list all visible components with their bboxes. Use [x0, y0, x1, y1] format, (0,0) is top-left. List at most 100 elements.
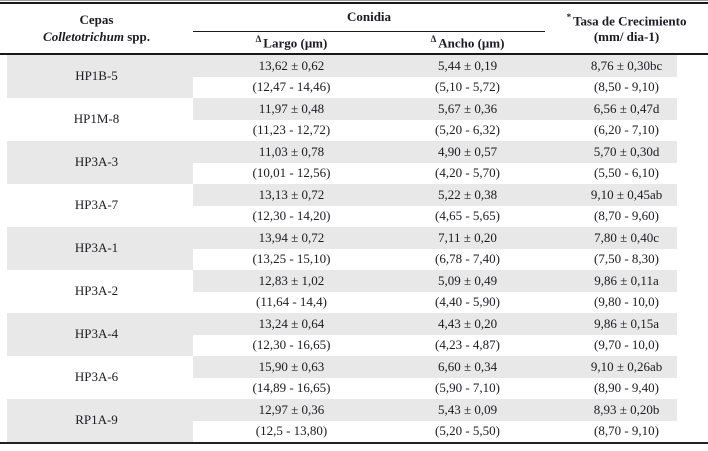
ancho-mean-cell: 5,09 ± 0,49 [390, 270, 546, 292]
cepas-label: Cepas [79, 12, 114, 28]
tasa-range-cell: (9,80 - 10,0) [594, 294, 660, 310]
strains-column-header: Cepas Colletotrichum spp. [0, 3, 193, 55]
tasa-range-cell: (6,20 - 7,10) [594, 122, 660, 138]
largo-range-cell: (12,30 - 16,65) [252, 337, 331, 353]
ancho-range-cell: (5,20 - 5,50) [435, 423, 500, 439]
largo-range-cell: (11,23 - 12,72) [252, 122, 331, 138]
table-row-mean: HP3A-4 13,24 ± 0,64 4,43 ± 0,20 9,86 ± 0… [0, 313, 708, 356]
top-hairline [0, 0, 708, 1]
largo-range-cell: (12,5 - 13,80) [255, 423, 328, 439]
ancho-mean-cell: 4,43 ± 0,20 [390, 313, 546, 335]
table-row-range: (12,30 - 14,20) (4,65 - 5,65) (8,70 - 9,… [0, 206, 708, 228]
tasa-mean-cell: 8,93 ± 0,20b [545, 399, 708, 421]
tasa-range-cell: (8,50 - 9,10) [594, 79, 660, 95]
largo-range-cell: (10,01 - 12,56) [252, 165, 331, 181]
largo-mean-cell: 12,83 ± 1,02 [193, 270, 390, 292]
strain-cell: RP1A-9 [0, 399, 193, 443]
delta-superscript: Δ [255, 33, 262, 44]
growth-rate-header: * Tasa de Crecimiento (mm/ dia-1) [545, 3, 708, 55]
table-row-range: (12,30 - 16,65) (4,23 - 4,87) (9,70 - 10… [0, 335, 708, 357]
ancho-mean-cell: 5,44 ± 0,19 [390, 54, 546, 77]
largo-mean-cell: 13,94 ± 0,72 [193, 227, 390, 249]
tasa-mean-cell: 5,70 ± 0,30d [545, 141, 708, 163]
length-label: Largo (μm) [263, 35, 328, 51]
table-row-range: (10,01 - 12,56) (4,20 - 5,70) (5,50 - 6,… [0, 163, 708, 185]
tasa-range-cell: (7,50 - 8,30) [594, 251, 660, 267]
tasa-mean-cell: 9,10 ± 0,26ab [545, 356, 708, 378]
conidia-group-header: Conidia [193, 3, 546, 32]
header-row-2: Δ Largo (μm) Δ Ancho (μm) [0, 31, 708, 55]
ancho-range-cell: (4,65 - 5,65) [435, 208, 500, 224]
tasa-range-cell: (5,50 - 6,10) [594, 165, 660, 181]
largo-range-cell: (13,25 - 15,10) [252, 251, 331, 267]
ancho-mean-cell: 4,90 ± 0,57 [390, 141, 546, 163]
strain-cell: HP3A-2 [74, 283, 119, 299]
largo-range-cell: (12,47 - 14,46) [252, 79, 331, 95]
strain-cell: HP3A-4 [0, 313, 193, 356]
asterisk-superscript: * [566, 11, 572, 22]
ancho-range-cell: (4,23 - 4,87) [435, 337, 500, 353]
width-label: Ancho (μm) [438, 35, 505, 51]
ancho-range-cell: (5,20 - 6,32) [435, 122, 500, 138]
strain-cell: HP3A-6 [74, 369, 119, 385]
ancho-mean-cell: 6,60 ± 0,34 [390, 356, 546, 378]
table-row-range: (13,25 - 15,10) (6,78 - 7,40) (7,50 - 8,… [0, 249, 708, 271]
largo-mean-cell: 13,62 ± 0,62 [193, 54, 390, 77]
width-column-header: Δ Ancho (μm) [390, 31, 546, 55]
genus-name: Colletotrichum [43, 28, 124, 44]
tasa-range-cell: (8,70 - 9,10) [594, 423, 660, 439]
largo-range-cell: (12,30 - 14,20) [252, 208, 331, 224]
largo-mean-cell: 13,24 ± 0,64 [193, 313, 390, 335]
table-row-range: (12,5 - 13,80) (5,20 - 5,50) (8,70 - 9,1… [0, 421, 708, 444]
tasa-mean-cell: 8,76 ± 0,30bc [545, 54, 708, 77]
ancho-range-cell: (4,40 - 5,90) [435, 294, 500, 310]
ancho-range-cell: (4,20 - 5,70) [435, 165, 500, 181]
table-row-mean: HP1B-5 13,62 ± 0,62 5,44 ± 0,19 8,76 ± 0… [0, 54, 708, 98]
ancho-mean-cell: 5,22 ± 0,38 [390, 184, 546, 206]
table-row-mean: HP1M-8 11,97 ± 0,48 5,67 ± 0,36 6,56 ± 0… [0, 98, 708, 126]
spp-label: spp. [127, 28, 150, 44]
length-column-header: Δ Largo (μm) [193, 31, 390, 55]
largo-mean-cell: 12,97 ± 0,36 [193, 399, 390, 421]
table-row-mean: HP3A-6 15,90 ± 0,63 6,60 ± 0,34 9,10 ± 0… [0, 356, 708, 384]
largo-mean-cell: 11,97 ± 0,48 [193, 98, 390, 120]
tasa-mean-cell: 9,86 ± 0,15a [545, 313, 708, 335]
strain-cell: HP3A-1 [0, 227, 193, 270]
tasa-mean-cell: 9,86 ± 0,11a [545, 270, 708, 292]
largo-range-cell: (14,89 - 16,65) [252, 380, 331, 396]
species-label: Colletotrichum spp. [0, 29, 193, 45]
table-row-range: (14,89 - 16,65) (5,90 - 7,10) (8,90 - 9,… [0, 378, 708, 400]
tasa-mean-cell: 9,10 ± 0,45ab [545, 184, 708, 206]
ancho-mean-cell: 7,11 ± 0,20 [390, 227, 546, 249]
growth-rate-line1: * Tasa de Crecimiento [545, 12, 708, 30]
table-row-range: (11,64 - 14,4) (4,40 - 5,90) (9,80 - 10,… [0, 292, 708, 314]
delta-superscript: Δ [430, 33, 437, 44]
ancho-range-cell: (5,10 - 5,72) [435, 79, 500, 95]
ancho-range-cell: (6,78 - 7,40) [435, 251, 500, 267]
largo-mean-cell: 11,03 ± 0,78 [193, 141, 390, 163]
strain-cell: HP3A-3 [0, 141, 193, 184]
largo-range-cell: (11,64 - 14,4) [255, 294, 327, 310]
tasa-range-cell: (8,90 - 9,40) [594, 380, 660, 396]
table-row-mean: HP3A-3 11,03 ± 0,78 4,90 ± 0,57 5,70 ± 0… [0, 141, 708, 184]
largo-mean-cell: 13,13 ± 0,72 [193, 184, 390, 206]
header-row-1: Cepas Colletotrichum spp. Conidia * Tasa … [0, 3, 708, 55]
table-row-range: (11,23 - 12,72) (5,20 - 6,32) (6,20 - 7,… [0, 120, 708, 142]
tasa-mean-cell: 6,56 ± 0,47d [545, 98, 708, 120]
tasa-mean-cell: 7,80 ± 0,40c [545, 227, 708, 249]
strain-cell: HP1M-8 [73, 111, 120, 127]
ancho-range-cell: (5,90 - 7,10) [435, 380, 500, 396]
ancho-mean-cell: 5,43 ± 0,09 [390, 399, 546, 421]
table-row-range: (12,47 - 14,46) (5,10 - 5,72) (8,50 - 9,… [0, 77, 708, 99]
table-row-mean: HP3A-7 13,13 ± 0,72 5,22 ± 0,38 9,10 ± 0… [0, 184, 708, 212]
tasa-range-cell: (9,70 - 10,0) [594, 337, 660, 353]
tasa-range-cell: (8,70 - 9,60) [594, 208, 660, 224]
growth-rate-unit: (mm/ dia-1) [593, 29, 660, 45]
largo-mean-cell: 15,90 ± 0,63 [193, 356, 390, 378]
growth-rate-label: Tasa de Crecimiento [573, 12, 687, 28]
strain-cell: HP1B-5 [0, 54, 193, 98]
table-row-mean: HP3A-2 12,83 ± 1,02 5,09 ± 0,49 9,86 ± 0… [0, 270, 708, 298]
table-row-mean: RP1A-9 12,97 ± 0,36 5,43 ± 0,09 8,93 ± 0… [0, 399, 708, 443]
